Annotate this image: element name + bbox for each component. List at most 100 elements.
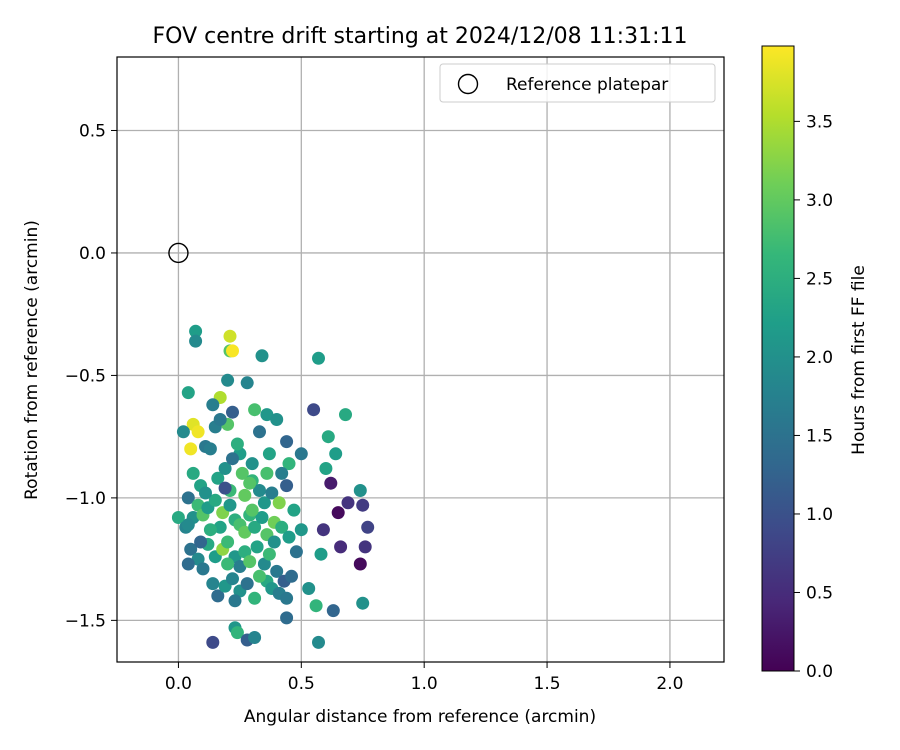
x-axis-label: Angular distance from reference (arcmin) [244, 707, 596, 727]
colorbar: 0.0 0.5 1.0 1.5 2.0 2.5 3.0 3.5 Hours from firs… [761, 45, 869, 682]
data-point [358, 540, 372, 554]
data-point [226, 452, 239, 466]
data-point [272, 496, 286, 510]
colorbar-label: Hours from first FF file [849, 265, 869, 455]
data-point [262, 447, 276, 461]
data-point [243, 476, 257, 490]
data-point [280, 435, 294, 449]
data-point [226, 405, 239, 419]
data-point [253, 569, 266, 583]
data-point [307, 403, 321, 417]
colorbar-tick-label: 3.5 [806, 112, 833, 132]
data-point [356, 498, 370, 512]
y-tick-label: −0.5 [65, 366, 106, 386]
data-point [221, 557, 235, 571]
colorbar-tick-label: 2.5 [806, 269, 833, 289]
data-point [181, 386, 195, 400]
data-point [282, 530, 296, 544]
data-point [206, 577, 220, 591]
data-point [218, 462, 232, 475]
data-point [353, 557, 367, 571]
data-point [184, 542, 198, 556]
colorbar-tick-label: 3.0 [806, 191, 833, 211]
data-point [309, 599, 323, 613]
legend-box [439, 63, 716, 103]
data-point [184, 442, 198, 456]
data-point [248, 591, 262, 605]
x-tick-label: 1.0 [411, 674, 438, 694]
data-point [191, 552, 205, 566]
y-tick-label: −1.0 [65, 489, 106, 509]
data-point [353, 484, 367, 497]
data-point [257, 496, 271, 510]
data-point [186, 466, 200, 480]
data-point [191, 498, 205, 512]
data-point [243, 555, 257, 569]
reference-platepar-marker [168, 242, 189, 264]
data-point [226, 344, 239, 358]
data-point [194, 535, 208, 549]
data-point [280, 591, 294, 605]
colorbar-gradient [761, 45, 795, 672]
x-tick-label: 0.5 [288, 674, 315, 694]
y-tick-label: 0.0 [79, 244, 106, 264]
data-point [255, 511, 269, 524]
data-point [211, 471, 225, 485]
data-point [267, 535, 281, 549]
data-point [312, 635, 325, 649]
data-points [171, 324, 375, 649]
data-point [208, 493, 222, 507]
data-point [235, 466, 249, 480]
data-point [181, 557, 195, 571]
data-point [331, 506, 345, 520]
data-point [282, 457, 296, 471]
colorbar-tick-label: 0.5 [806, 583, 833, 603]
data-point [238, 525, 252, 539]
grid-lines [117, 57, 724, 662]
x-tick-label: 1.5 [534, 674, 561, 694]
data-point [218, 481, 232, 495]
data-point [250, 540, 264, 554]
data-point [206, 398, 220, 412]
x-tick-label: 0.0 [165, 674, 192, 694]
data-point [356, 596, 370, 610]
data-point [203, 442, 217, 456]
data-point [287, 503, 301, 517]
data-point [221, 535, 235, 549]
data-point [257, 557, 271, 571]
data-point [294, 447, 308, 461]
data-point [191, 425, 205, 439]
data-point [245, 503, 259, 517]
chart-title: FOV centre drift starting at 2024/12/08 … [153, 24, 688, 49]
data-point [324, 476, 338, 490]
data-point [213, 413, 227, 426]
data-point [326, 604, 340, 618]
data-point [329, 447, 343, 461]
data-point [260, 408, 274, 422]
data-point [196, 562, 210, 576]
y-axis-label: Rotation from reference (arcmin) [22, 220, 42, 500]
colorbar-ticks: 0.0 0.5 1.0 1.5 2.0 2.5 3.0 3.5 [794, 112, 833, 682]
data-point [189, 334, 203, 348]
colorbar-tick-label: 0.0 [806, 662, 833, 682]
data-point [248, 631, 262, 644]
data-point [238, 488, 252, 502]
data-point [240, 577, 254, 591]
data-point [285, 569, 298, 583]
data-point [228, 594, 242, 608]
data-point [289, 545, 303, 559]
data-point [334, 540, 348, 554]
data-point [319, 462, 333, 475]
data-point [321, 430, 335, 444]
colorbar-tick-label: 1.5 [806, 426, 833, 446]
y-axis-ticks: 0.5 0.0 −0.5 −1.0 −1.5 [65, 121, 117, 631]
data-point [294, 523, 308, 537]
colorbar-tick-label: 2.0 [806, 348, 833, 368]
data-point [248, 520, 262, 534]
data-point [275, 520, 289, 534]
data-point [240, 376, 254, 390]
data-point [221, 373, 235, 387]
data-point [270, 413, 284, 426]
legend-reference-marker [457, 73, 479, 95]
